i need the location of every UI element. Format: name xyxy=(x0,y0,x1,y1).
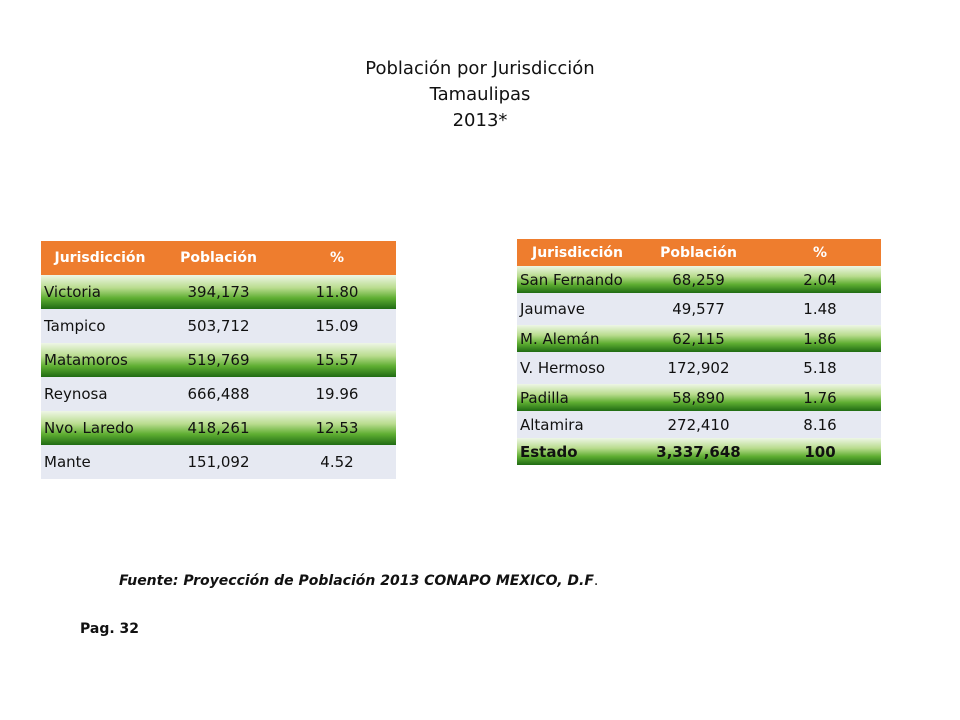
header-percent: % xyxy=(759,239,881,266)
source-period: . xyxy=(593,573,599,589)
percent-cell: 15.09 xyxy=(278,309,396,343)
percent-cell: 4.52 xyxy=(278,445,396,479)
table-header-row: Jurisdicción Población % xyxy=(517,239,881,266)
poblacion-cell: 151,092 xyxy=(159,445,278,479)
jurisdiccion-cell: Nvo. Laredo xyxy=(41,411,159,445)
header-jurisdiccion: Jurisdicción xyxy=(517,239,638,266)
poblacion-cell: 272,410 xyxy=(638,411,759,438)
header-poblacion: Población xyxy=(638,239,759,266)
table-row: Padilla 58,890 1.76 xyxy=(517,384,881,411)
title-line-1: Población por Jurisdicción xyxy=(365,58,595,79)
table-row: Tampico 503,712 15.09 xyxy=(41,309,396,343)
table-row: Reynosa 666,488 19.96 xyxy=(41,377,396,411)
jurisdiccion-cell: Matamoros xyxy=(41,343,159,377)
percent-cell: 15.57 xyxy=(278,343,396,377)
table-row: Jaumave 49,577 1.48 xyxy=(517,293,881,325)
jurisdiccion-cell: Altamira xyxy=(517,411,638,438)
table-row: Victoria 394,173 11.80 xyxy=(41,275,396,309)
jurisdiccion-cell: Jaumave xyxy=(517,293,638,325)
jurisdiccion-cell: Padilla xyxy=(517,384,638,411)
jurisdiccion-cell: V. Hermoso xyxy=(517,352,638,384)
poblacion-cell: 503,712 xyxy=(159,309,278,343)
poblacion-cell: 3,337,648 xyxy=(638,438,759,465)
percent-cell: 8.16 xyxy=(759,411,881,438)
header-poblacion: Población xyxy=(159,241,278,275)
jurisdiccion-cell: Estado xyxy=(517,438,638,465)
poblacion-cell: 394,173 xyxy=(159,275,278,309)
percent-cell: 1.76 xyxy=(759,384,881,411)
table-header-row: Jurisdicción Población % xyxy=(41,241,396,275)
title-line-2: Tamaulipas xyxy=(429,84,531,105)
table-total-row: Estado 3,337,648 100 xyxy=(517,438,881,465)
percent-cell: 2.04 xyxy=(759,266,881,293)
percent-cell: 12.53 xyxy=(278,411,396,445)
poblacion-cell: 62,115 xyxy=(638,325,759,352)
percent-cell: 100 xyxy=(759,438,881,465)
percent-cell: 19.96 xyxy=(278,377,396,411)
percent-cell: 1.48 xyxy=(759,293,881,325)
percent-cell: 5.18 xyxy=(759,352,881,384)
jurisdiccion-cell: Reynosa xyxy=(41,377,159,411)
header-percent: % xyxy=(278,241,396,275)
source-note: Fuente: Proyección de Población 2013 CON… xyxy=(119,573,598,589)
jurisdiccion-cell: M. Alemán xyxy=(517,325,638,352)
page-number: Pag. 32 xyxy=(80,621,140,637)
poblacion-cell: 68,259 xyxy=(638,266,759,293)
poblacion-cell: 172,902 xyxy=(638,352,759,384)
source-text: Fuente: Proyección de Población 2013 CON… xyxy=(119,573,594,589)
poblacion-cell: 519,769 xyxy=(159,343,278,377)
percent-cell: 11.80 xyxy=(278,275,396,309)
table-row: V. Hermoso 172,902 5.18 xyxy=(517,352,881,384)
population-table-right: Jurisdicción Población % San Fernando 68… xyxy=(517,239,881,465)
table-row: Altamira 272,410 8.16 xyxy=(517,411,881,438)
jurisdiccion-cell: San Fernando xyxy=(517,266,638,293)
jurisdiccion-cell: Mante xyxy=(41,445,159,479)
poblacion-cell: 49,577 xyxy=(638,293,759,325)
jurisdiccion-cell: Victoria xyxy=(41,275,159,309)
header-jurisdiccion: Jurisdicción xyxy=(41,241,159,275)
table-row: Nvo. Laredo 418,261 12.53 xyxy=(41,411,396,445)
table-row: Matamoros 519,769 15.57 xyxy=(41,343,396,377)
poblacion-cell: 666,488 xyxy=(159,377,278,411)
percent-cell: 1.86 xyxy=(759,325,881,352)
table-row: M. Alemán 62,115 1.86 xyxy=(517,325,881,352)
table-row: San Fernando 68,259 2.04 xyxy=(517,266,881,293)
poblacion-cell: 418,261 xyxy=(159,411,278,445)
population-table-left: Jurisdicción Población % Victoria 394,17… xyxy=(41,241,396,479)
jurisdiccion-cell: Tampico xyxy=(41,309,159,343)
page-title: Población por Jurisdicción Tamaulipas 20… xyxy=(0,56,960,134)
title-line-3: 2013* xyxy=(452,110,508,131)
table-row: Mante 151,092 4.52 xyxy=(41,445,396,479)
poblacion-cell: 58,890 xyxy=(638,384,759,411)
